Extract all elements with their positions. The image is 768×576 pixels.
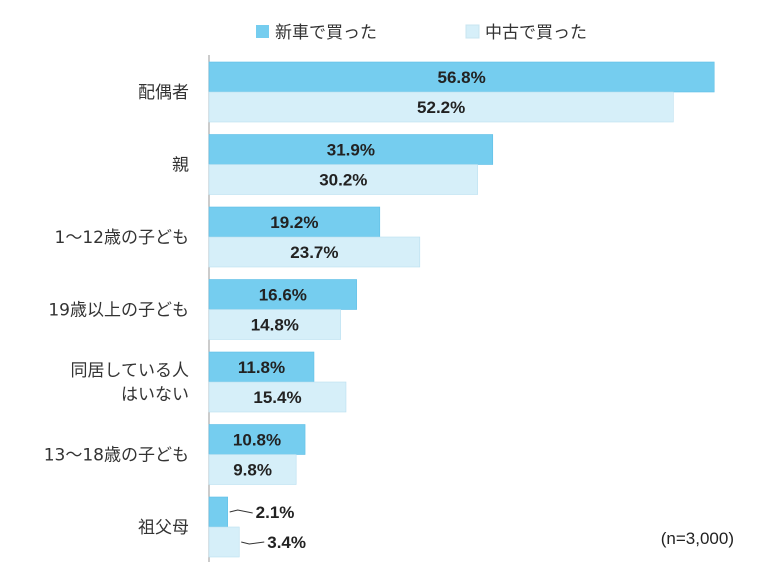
category-label-2: 親 bbox=[172, 156, 189, 176]
bar-new-5 bbox=[208, 351, 315, 383]
bar-used-3 bbox=[208, 236, 421, 268]
data-label-used-2: 30.2% bbox=[319, 171, 367, 190]
category-label-5-line-1: 同居している人 bbox=[71, 361, 190, 381]
data-label-new-5: 11.8% bbox=[238, 358, 285, 377]
data-label-new-4: 16.6% bbox=[259, 286, 307, 305]
data-label-used-7: 3.4% bbox=[267, 533, 306, 552]
bar-used-7 bbox=[208, 526, 240, 558]
bar-used-1 bbox=[208, 91, 674, 123]
sample-size-note: (n=3,000) bbox=[661, 529, 734, 548]
bar-used-6 bbox=[208, 454, 297, 485]
data-label-new-2: 31.9% bbox=[327, 141, 375, 160]
category-label-3: 1～12歳の子ども bbox=[55, 228, 189, 248]
bar-new-3 bbox=[208, 206, 381, 238]
data-label-used-4: 14.8% bbox=[251, 316, 299, 335]
data-label-new-7: 2.1% bbox=[256, 503, 295, 522]
data-label-new-3: 19.2% bbox=[270, 213, 318, 232]
bar-new-6 bbox=[208, 424, 306, 455]
category-label-6: 13～18歳の子ども bbox=[44, 446, 189, 466]
legend: 新車で買った 中古で買った bbox=[256, 23, 587, 43]
data-label-new-1: 56.8% bbox=[438, 68, 486, 87]
data-label-used-6: 9.8% bbox=[233, 461, 272, 480]
leader-line-new-7 bbox=[229, 509, 253, 514]
category-label-7: 祖父母 bbox=[138, 518, 189, 538]
category-label-1: 配偶者 bbox=[138, 83, 189, 103]
category-label-5-line-2: はいない bbox=[121, 385, 189, 405]
data-label-used-1: 52.2% bbox=[417, 98, 465, 117]
legend-label-1: 新車で買った bbox=[275, 23, 377, 43]
legend-label-2: 中古で買った bbox=[485, 23, 587, 43]
data-label-used-3: 23.7% bbox=[290, 243, 338, 262]
category-label-4: 19歳以上の子ども bbox=[48, 301, 189, 321]
bar-new-7 bbox=[208, 496, 228, 528]
bar-used-5 bbox=[208, 381, 347, 413]
bars: 56.8% 52.2% 31.9% 30.2% 19.2% 23.7% 16.6% 14.8%… bbox=[208, 61, 715, 558]
data-label-used-5: 15.4% bbox=[253, 388, 301, 407]
bar-used-4 bbox=[208, 309, 341, 340]
leader-line-used-7 bbox=[241, 541, 265, 545]
data-label-new-6: 10.8% bbox=[233, 431, 281, 450]
legend-swatch-2 bbox=[465, 24, 480, 39]
legend-swatch-1 bbox=[256, 25, 269, 38]
bar-new-4 bbox=[208, 279, 357, 310]
bar-used-2 bbox=[208, 164, 478, 195]
